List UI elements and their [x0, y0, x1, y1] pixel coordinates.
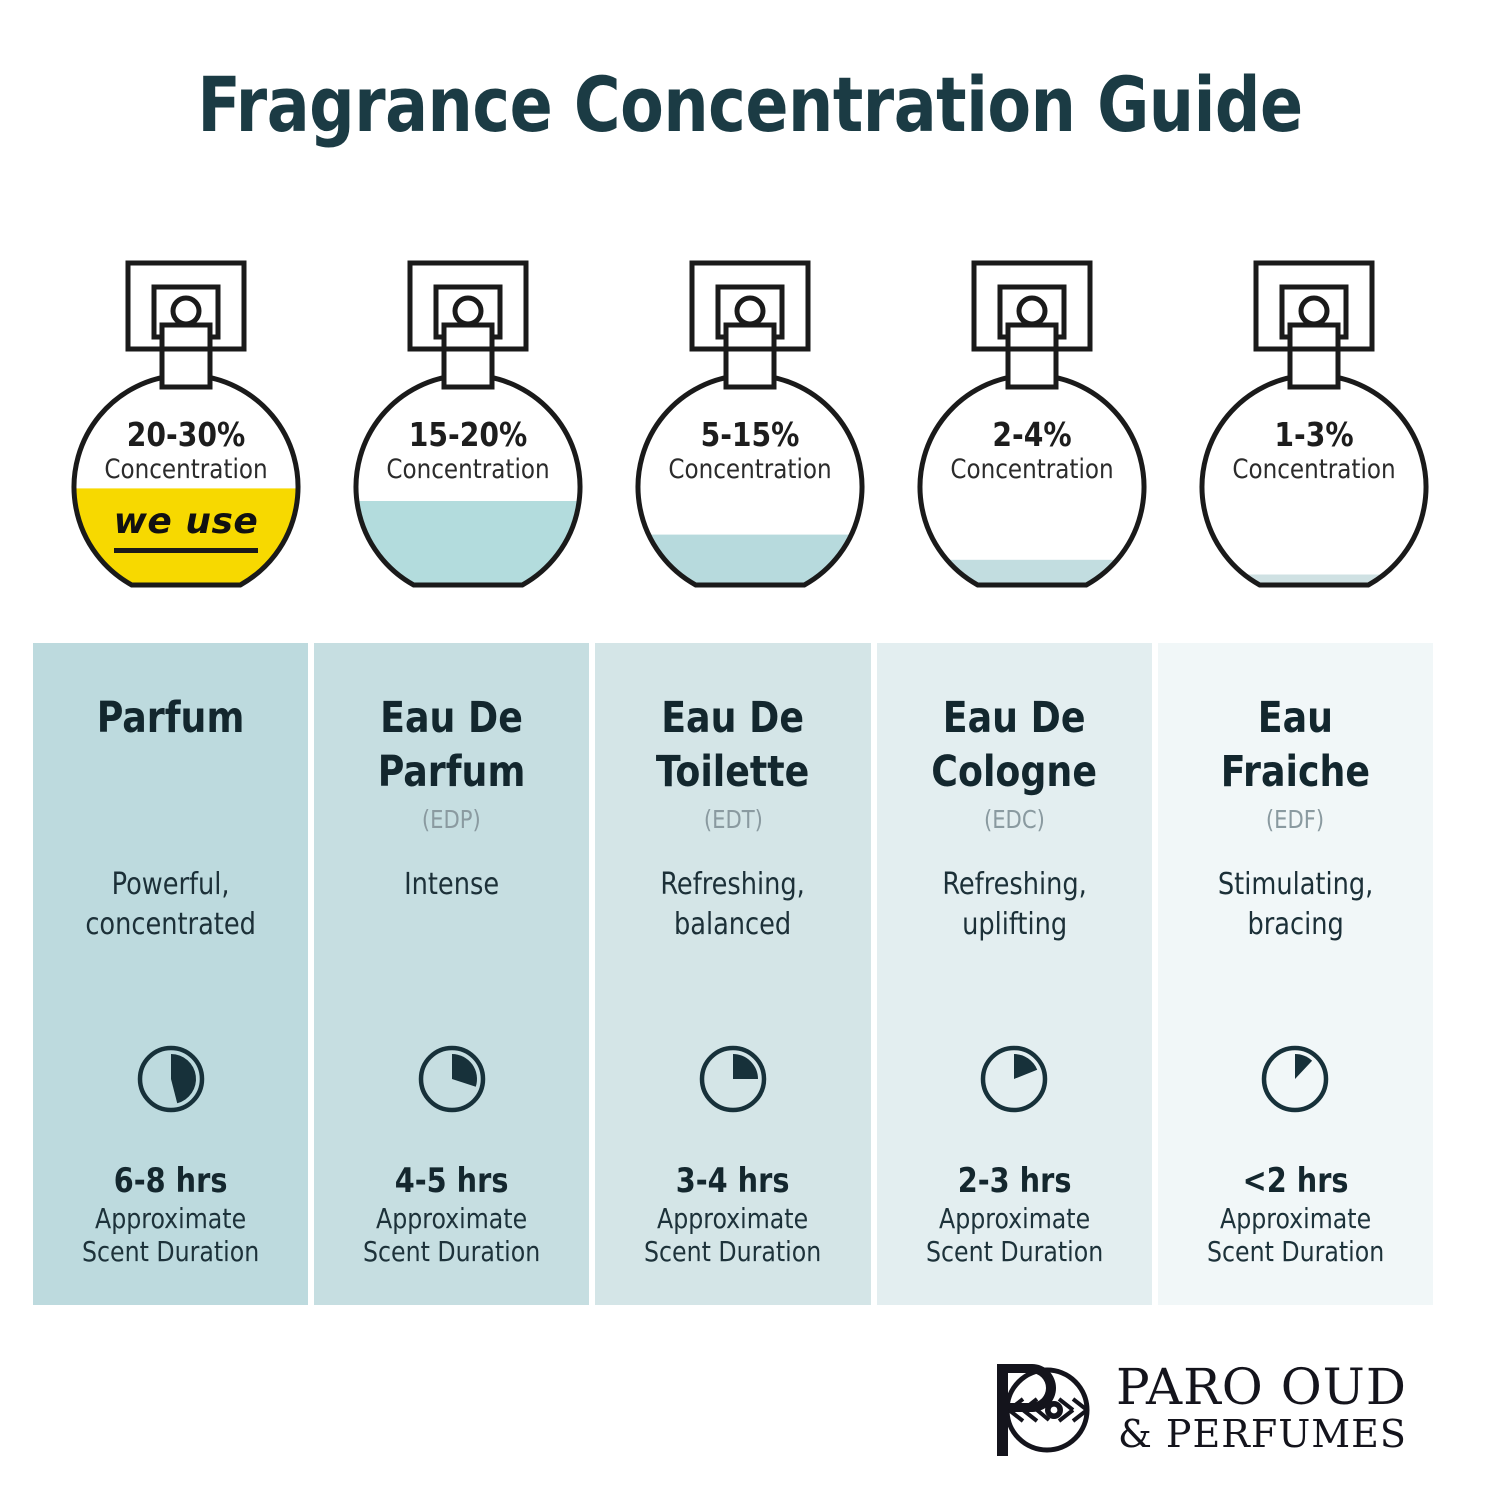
- bottle-cell-3: 5-15% Concentration: [609, 255, 891, 625]
- duration-pie-icon-5: [1158, 1043, 1433, 1115]
- card-title-4: Eau De Cologne: [931, 693, 1098, 798]
- card-description-4: Refreshing, uplifting: [941, 867, 1087, 943]
- duration-hours-4: 2-3 hrs: [957, 1161, 1072, 1201]
- duration-block-5: <2 hrs Approximate Scent Duration: [1158, 1161, 1433, 1268]
- duration-hours-1: 6-8 hrs: [113, 1161, 228, 1201]
- duration-block-4: 2-3 hrs Approximate Scent Duration: [877, 1161, 1152, 1268]
- fragrance-card-4[interactable]: Eau De Cologne (EDC) Refreshing, uplifting 2-…: [876, 643, 1152, 1305]
- card-title-2: Eau De Parfum: [377, 693, 526, 798]
- duration-block-1: 6-8 hrs Approximate Scent Duration: [33, 1161, 308, 1268]
- fragrance-card-1[interactable]: Parfum Powerful, concentrated 6-8 hrs Approx…: [33, 643, 309, 1305]
- duration-block-2: 4-5 hrs Approximate Scent Duration: [314, 1161, 589, 1268]
- fragrance-card-2[interactable]: Eau De Parfum (EDP) Intense 4-5 hrs Approxima…: [314, 643, 590, 1305]
- card-description-2: Intense: [404, 867, 500, 902]
- perfume-bottle-icon-1: [66, 255, 306, 617]
- duration-hours-3: 3-4 hrs: [676, 1161, 790, 1201]
- card-abbreviation-5: (EDF): [1266, 805, 1325, 835]
- duration-sublabel-2: Approximate Scent Duration: [363, 1202, 541, 1268]
- page-title: Fragrance Concentration Guide: [197, 60, 1303, 149]
- bottle-row: 20-30% Concentration we use 15-20% Concentra…: [45, 255, 1455, 625]
- brand-name-line1: PARO OUD: [1116, 1357, 1407, 1416]
- duration-sublabel-3: Approximate Scent Duration: [644, 1202, 822, 1268]
- duration-pie-icon-3: [595, 1043, 870, 1115]
- card-description-1: Powerful, concentrated: [85, 867, 256, 943]
- duration-hours-2: 4-5 hrs: [394, 1161, 509, 1201]
- brand-monogram-icon: [975, 1348, 1110, 1468]
- card-abbreviation-2: (EDP): [422, 805, 482, 835]
- duration-sublabel-5: Approximate Scent Duration: [1206, 1202, 1385, 1268]
- perfume-bottle-icon-4: [912, 255, 1152, 617]
- perfume-bottle-icon-2: [348, 255, 588, 617]
- we-use-badge: we use: [45, 501, 327, 553]
- fragrance-card-band: Parfum Powerful, concentrated 6-8 hrs Approx…: [33, 643, 1434, 1305]
- card-abbreviation-3: (EDT): [703, 805, 763, 835]
- duration-block-3: 3-4 hrs Approximate Scent Duration: [595, 1161, 870, 1268]
- brand-logo: PARO OUD & PERFUMES: [975, 1338, 1445, 1478]
- card-title-3: Eau De Toilette: [656, 693, 810, 798]
- duration-sublabel-4: Approximate Scent Duration: [925, 1202, 1103, 1268]
- card-title-5: Eau Fraiche: [1220, 693, 1371, 798]
- card-title-1: Parfum: [96, 693, 245, 743]
- duration-pie-icon-1: [33, 1043, 308, 1115]
- duration-pie-icon-2: [314, 1043, 589, 1115]
- perfume-bottle-icon-3: [630, 255, 870, 617]
- duration-pie-icon-4: [877, 1043, 1152, 1115]
- card-description-3: Refreshing, balanced: [660, 867, 806, 943]
- duration-hours-5: <2 hrs: [1242, 1161, 1349, 1201]
- duration-sublabel-1: Approximate Scent Duration: [81, 1202, 260, 1268]
- fragrance-card-5[interactable]: Eau Fraiche (EDF) Stimulating, bracing <2 hrs…: [1157, 643, 1434, 1305]
- bottle-cell-2: 15-20% Concentration: [327, 255, 609, 625]
- perfume-bottle-icon-5: [1194, 255, 1434, 617]
- card-abbreviation-4: (EDC): [983, 805, 1045, 835]
- fragrance-card-3[interactable]: Eau De Toilette (EDT) Refreshing, balanced 3-…: [595, 643, 871, 1305]
- bottle-cell-5: 1-3% Concentration: [1173, 255, 1455, 625]
- bottle-cell-4: 2-4% Concentration: [891, 255, 1173, 625]
- brand-name-line2: & PERFUMES: [1118, 1411, 1407, 1456]
- card-description-5: Stimulating, bracing: [1217, 867, 1374, 943]
- bottle-cell-1: 20-30% Concentration we use: [45, 255, 327, 625]
